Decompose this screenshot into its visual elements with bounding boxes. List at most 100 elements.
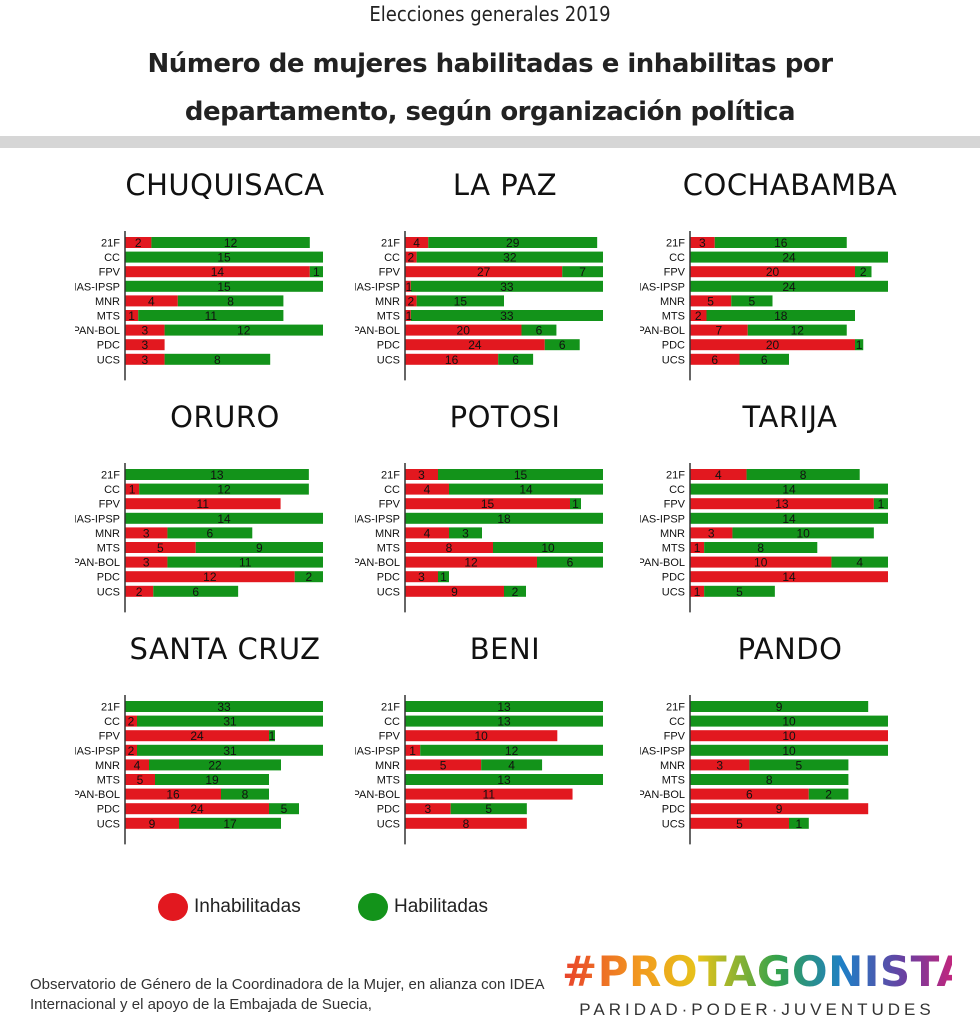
legend-label-habilitadas: Habilitadas xyxy=(394,896,488,917)
bar-inhabilitadas-pdc xyxy=(405,803,451,815)
data-label-habilitadas-mts: 13 xyxy=(497,773,511,787)
bar-habilitadas-mnr xyxy=(731,295,773,307)
data-label-inhabilitadas-pan-bol: 6 xyxy=(746,788,753,802)
bar-habilitadas-ucs xyxy=(789,817,809,829)
tick-label-mas-ipsp: MAS-IPSP xyxy=(640,745,685,757)
bar-inhabilitadas-fpv xyxy=(690,498,874,510)
bar-habilitadas-mts xyxy=(138,310,284,321)
panel-santa-cruz: SANTA CRUZ 21F 33 CC 2 31 FPV 24 1 MAS-IPSP 2 31 MNR… xyxy=(75,632,375,872)
bar-inhabilitadas-mts xyxy=(125,310,139,321)
data-label-habilitadas-mts: 8 xyxy=(757,541,764,555)
data-label-inhabilitadas-ucs: 2 xyxy=(136,585,143,599)
data-label-inhabilitadas-pan-bol: 3 xyxy=(141,324,148,338)
bar-habilitadas-ucs xyxy=(164,353,271,365)
data-label-habilitadas-mts: 8 xyxy=(766,773,773,787)
data-label-inhabilitadas-fpv: 13 xyxy=(775,497,789,511)
panel-beni: BENI 21F 13 CC 13 FPV 10 MAS-IPSP 1 12 MNR 5 4 MTS 13 P… xyxy=(355,632,655,872)
tick-label-mts: MTS xyxy=(97,543,120,555)
bar-inhabilitadas-pdc xyxy=(125,339,165,351)
bar-inhabilitadas-mts xyxy=(690,310,707,321)
tick-label-21f: 21F xyxy=(381,470,400,482)
bar-chart: 21F48CC14FPV131MAS-IPSP14MNR310MTS18PAN-… xyxy=(640,463,888,613)
bar-habilitadas-21f xyxy=(125,469,309,480)
bar-inhabilitadas-ucs xyxy=(690,817,789,829)
bar-habilitadas-mts xyxy=(405,774,603,785)
tick-label-ucs: UCS xyxy=(377,586,400,598)
bar-habilitadas-mas-ipsp xyxy=(410,280,603,292)
bar-inhabilitadas-cc xyxy=(125,483,140,495)
bar-inhabilitadas-mnr xyxy=(405,759,482,771)
bar-inhabilitadas-mnr xyxy=(405,295,417,307)
bar-inhabilitadas-pan-bol xyxy=(690,556,832,568)
tick-label-mnr: MNR xyxy=(95,528,120,540)
bar-inhabilitadas-fpv xyxy=(690,730,888,742)
data-label-habilitadas-mas-ipsp: 14 xyxy=(217,512,231,526)
data-label-inhabilitadas-mnr: 2 xyxy=(407,294,414,308)
data-label-inhabilitadas-pdc: 24 xyxy=(190,802,204,816)
bar-habilitadas-mas-ipsp xyxy=(420,744,603,756)
data-label-inhabilitadas-21f: 4 xyxy=(715,468,722,482)
bar-habilitadas-mas-ipsp xyxy=(125,280,323,292)
bar-inhabilitadas-fpv xyxy=(125,730,269,742)
data-label-habilitadas-mnr: 4 xyxy=(508,758,515,772)
bar-inhabilitadas-21f xyxy=(125,237,152,248)
data-label-inhabilitadas-pan-bol: 20 xyxy=(457,324,471,338)
tick-label-pan-bol: PAN-BOL xyxy=(75,789,120,801)
data-label-habilitadas-cc: 15 xyxy=(217,251,231,265)
data-label-habilitadas-pan-bol: 8 xyxy=(242,788,249,802)
tick-label-pdc: PDC xyxy=(377,340,400,352)
data-label-habilitadas-ucs: 6 xyxy=(192,585,199,599)
tick-label-mnr: MNR xyxy=(375,528,400,540)
tick-label-pdc: PDC xyxy=(97,340,120,352)
data-label-inhabilitadas-pan-bol: 3 xyxy=(143,556,150,570)
data-label-habilitadas-fpv: 1 xyxy=(878,497,885,511)
bar-habilitadas-mts xyxy=(195,542,323,553)
bar-habilitadas-mts xyxy=(493,542,603,553)
bar-chart: 21F13CC112FPV11MAS-IPSP14MNR36MTS59PAN-B… xyxy=(75,463,323,613)
tick-label-pdc: PDC xyxy=(377,804,400,816)
tick-label-mnr: MNR xyxy=(95,296,120,308)
data-label-habilitadas-mas-ipsp: 15 xyxy=(217,280,231,294)
panel-tarija: TARIJA21F48CC14FPV131MAS-IPSP14MNR310MTS… xyxy=(640,400,940,640)
footer-note: Observatorio de Género de la Coordinador… xyxy=(30,976,544,1013)
data-label-habilitadas-fpv: 7 xyxy=(579,265,586,279)
bar-habilitadas-cc xyxy=(137,715,323,727)
tick-label-pdc: PDC xyxy=(662,572,685,584)
bar-inhabilitadas-mts xyxy=(690,542,705,553)
data-label-habilitadas-cc: 24 xyxy=(782,251,796,265)
bar-habilitadas-pan-bol xyxy=(167,556,323,568)
bar-habilitadas-cc xyxy=(690,715,888,727)
data-label-habilitadas-cc: 10 xyxy=(782,715,796,729)
bar-chart: 21F212CC15FPV141MAS-IPSP15MNR48MTS111PAN… xyxy=(75,231,323,381)
tick-label-cc: CC xyxy=(669,716,685,728)
data-label-inhabilitadas-fpv: 14 xyxy=(211,265,225,279)
data-label-inhabilitadas-mts: 2 xyxy=(695,309,702,323)
bar-habilitadas-cc xyxy=(125,251,323,263)
bar-inhabilitadas-fpv xyxy=(125,498,281,510)
panel-cochabamba: COCHABAMBA21F316CC24FPV202MAS-IPSP24MNR5… xyxy=(640,168,940,408)
tick-label-cc: CC xyxy=(104,484,120,496)
bar-habilitadas-mts xyxy=(704,542,818,553)
bar-inhabilitadas-ucs xyxy=(125,585,154,597)
data-label-inhabilitadas-mnr: 3 xyxy=(716,758,723,772)
data-label-habilitadas-ucs: 6 xyxy=(512,353,519,367)
tick-label-fpv: FPV xyxy=(99,267,121,279)
data-label-inhabilitadas-fpv: 24 xyxy=(190,729,204,743)
bar-habilitadas-fpv xyxy=(873,498,888,510)
bar-inhabilitadas-pan-bol xyxy=(405,324,522,336)
data-label-inhabilitadas-ucs: 16 xyxy=(445,353,459,367)
bar-habilitadas-mnr xyxy=(177,295,284,307)
panel-title: CHUQUISACA xyxy=(125,168,325,202)
tick-label-pan-bol: PAN-BOL xyxy=(355,325,400,337)
tick-label-21f: 21F xyxy=(381,702,400,714)
tick-label-mnr: MNR xyxy=(95,760,120,772)
tick-label-ucs: UCS xyxy=(662,586,685,598)
tick-label-mas-ipsp: MAS-IPSP xyxy=(640,281,685,293)
data-label-inhabilitadas-mnr: 3 xyxy=(708,526,715,540)
data-label-habilitadas-pdc: 1 xyxy=(856,338,863,352)
tick-label-mts: MTS xyxy=(377,311,400,323)
bar-chart: 21F 33 CC 2 31 FPV 24 1 MAS-IPSP 2 31 MNR 4 22 MTS 5 19 P… xyxy=(75,695,323,845)
bar-habilitadas-ucs xyxy=(153,585,239,597)
data-label-inhabilitadas-cc: 2 xyxy=(128,715,135,729)
data-label-habilitadas-mnr: 6 xyxy=(207,526,214,540)
